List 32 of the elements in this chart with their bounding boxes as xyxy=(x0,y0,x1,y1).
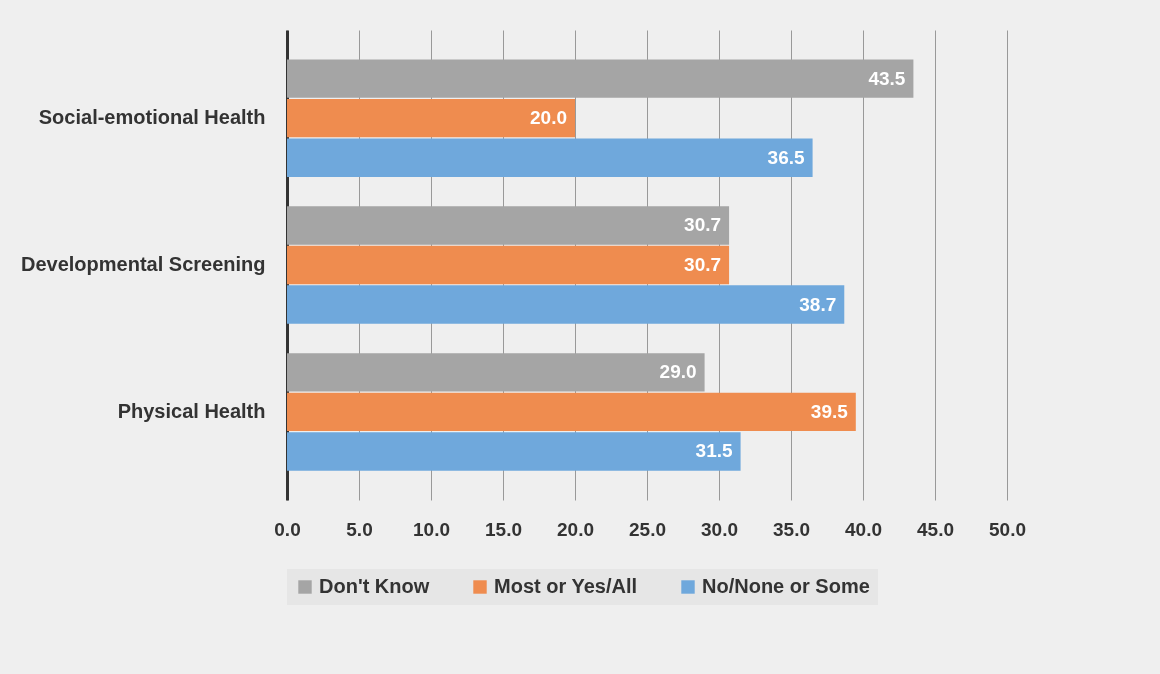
x-tick-label: 35.0 xyxy=(773,518,810,540)
x-tick-label: 25.0 xyxy=(629,518,666,540)
x-tick-label: 0.0 xyxy=(274,518,301,540)
data-label: 43.5 xyxy=(868,67,906,89)
x-tick-label: 45.0 xyxy=(917,518,954,540)
data-label: 39.5 xyxy=(810,400,849,422)
x-tick-label: 5.0 xyxy=(346,518,373,540)
y-tick-label: Physical Health xyxy=(117,399,266,422)
data-label: 30.7 xyxy=(684,254,722,275)
x-tick-label: 50.0 xyxy=(989,518,1026,540)
bar xyxy=(287,392,856,432)
x-tick-label: 40.0 xyxy=(845,518,882,540)
y-tick-label: Social-emotional Health xyxy=(38,106,266,129)
data-label: 20.0 xyxy=(530,107,567,129)
bar xyxy=(287,98,575,138)
bar xyxy=(287,138,813,177)
y-tick-label: Developmental Screening xyxy=(20,253,266,275)
x-tick-label: 20.0 xyxy=(557,518,594,540)
data-label: 36.5 xyxy=(767,146,806,168)
legend-label: Don't Know xyxy=(319,575,430,597)
legend-label: No/None or Some xyxy=(702,575,870,597)
bar xyxy=(287,432,741,471)
data-label: 38.7 xyxy=(799,293,837,315)
data-label: 29.0 xyxy=(659,361,697,383)
legend-label: Most or Yes/All xyxy=(494,575,638,597)
data-label: 31.5 xyxy=(695,440,734,462)
x-tick-label: 30.0 xyxy=(701,518,738,540)
x-tick-label: 15.0 xyxy=(485,518,522,540)
bar xyxy=(287,285,845,324)
x-tick-label: 10.0 xyxy=(413,518,450,540)
bar xyxy=(287,245,730,285)
data-label: 30.7 xyxy=(684,214,722,236)
